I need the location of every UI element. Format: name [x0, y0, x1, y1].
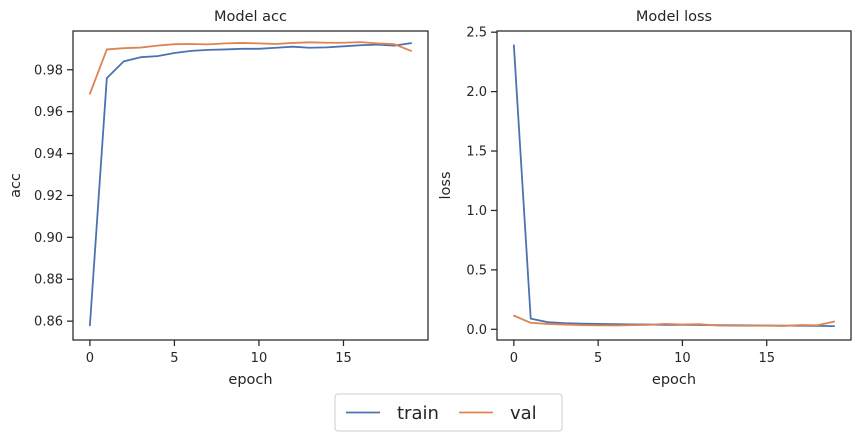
panel-1-title: Model acc [214, 9, 287, 25]
panel-2-chart: 0 5 10 15 0.0 0.5 1.0 1.5 2.0 2.5 Model loss epoch l… [438, 9, 852, 388]
panel-2-x-tick-label: 0 [510, 351, 518, 366]
panel-1-y-tick-label: 0.92 [34, 189, 63, 204]
legend-label-val: val [510, 403, 537, 424]
legend-box [334, 393, 563, 432]
panel-1-y-tick-label: 0.86 [34, 315, 63, 330]
panel-1-y-tick-label: 0.88 [34, 273, 63, 288]
panel-1-series-val-line [89, 41, 413, 95]
panel-1-x-tick-label: 15 [335, 351, 352, 366]
panel-1-x-tick-label: 0 [86, 351, 94, 366]
panel-2-y-tick-label: 0.5 [466, 263, 487, 278]
panel-2-y-tick-label: 2.5 [466, 26, 487, 41]
panel-2-y-tick-label: 0.0 [466, 323, 487, 338]
panel-1-axes-frame [72, 30, 429, 341]
legend: train val [334, 393, 563, 432]
panel-1-x-tick-label: 10 [251, 351, 268, 366]
panel-2-x-tick-label: 10 [674, 351, 691, 366]
panel-2-y-tick-label: 2.0 [466, 85, 487, 100]
panel-2-series-val-line [512, 314, 836, 327]
panel-2-x-tick-label: 5 [594, 351, 602, 366]
panel-2-series-train-line [512, 44, 836, 328]
panel-1-y-tick-label: 0.98 [34, 63, 63, 78]
panel-1-y-axis-label: acc [8, 173, 24, 198]
panel-1-x-tick-label: 5 [170, 351, 178, 366]
panel-1-series-train-line [89, 42, 413, 327]
panel-2-y-axis-label: loss [438, 171, 454, 199]
panel-2-x-axis-label: epoch [652, 372, 696, 388]
panel-2-title: Model loss [636, 9, 712, 25]
panel-1-y-tick-label: 0.94 [34, 147, 63, 162]
panel-1-chart: 0 5 10 15 0.86 0.88 0.90 0.92 0.94 0.96 0.98 Model … [8, 9, 429, 388]
panel-2-y-tick-label: 1.5 [466, 145, 487, 160]
panel-2-axes-frame [496, 30, 852, 341]
panel-1-y-tick-label: 0.90 [34, 231, 63, 246]
panel-1-y-tick-label: 0.96 [34, 105, 63, 120]
legend-label-train: train [397, 403, 439, 424]
panel-1-x-axis-label: epoch [228, 372, 272, 388]
panel-2-x-tick-label: 15 [758, 351, 775, 366]
panel-2-y-tick-label: 1.0 [466, 204, 487, 219]
